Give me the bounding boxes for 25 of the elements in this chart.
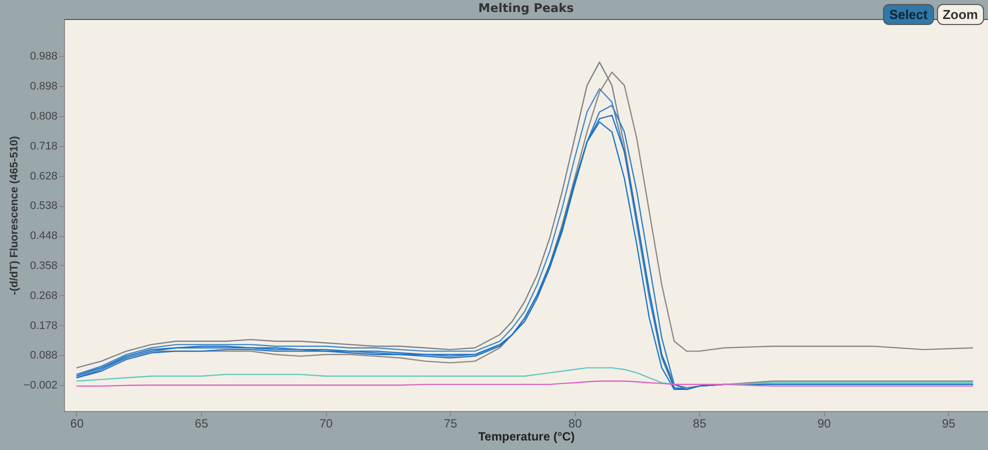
x-tick-label: 80: [568, 416, 582, 430]
y-tick-label: 0.628: [30, 170, 58, 182]
y-tick-label: 0.538: [30, 200, 58, 212]
annotation: Zoom: [936, 4, 984, 25]
y-tick-label: 0.898: [30, 80, 58, 93]
x-tick-label: 65: [194, 416, 208, 430]
y-tick-label: 0.988: [30, 50, 58, 63]
x-tick-label: 70: [319, 416, 334, 430]
x-tick-label: 75: [444, 416, 458, 430]
y-tick-label: 0.448: [30, 230, 58, 242]
y-tick-label: 0.268: [30, 290, 58, 302]
y-tick-label: 0.808: [30, 110, 58, 123]
x-tick-label: 95: [942, 416, 956, 430]
y-axis-title: -(d/dT) Fluorescence (465-510): [8, 136, 21, 295]
y-tick-label: 0.718: [30, 140, 58, 152]
x-axis-title: Temperature (°C): [478, 430, 575, 444]
chart-title: Melting Peaks: [478, 1, 574, 15]
x-tick-label: 60: [70, 416, 84, 430]
annotation: Select: [883, 4, 934, 25]
y-tick-label: 0.088: [30, 350, 58, 362]
y-tick-label: 0.178: [30, 320, 58, 332]
x-tick-label: 90: [817, 416, 832, 430]
y-tick-label: 0.358: [30, 260, 58, 272]
y-tick-label: −0.002: [24, 380, 58, 392]
x-tick-label: 85: [692, 416, 707, 430]
